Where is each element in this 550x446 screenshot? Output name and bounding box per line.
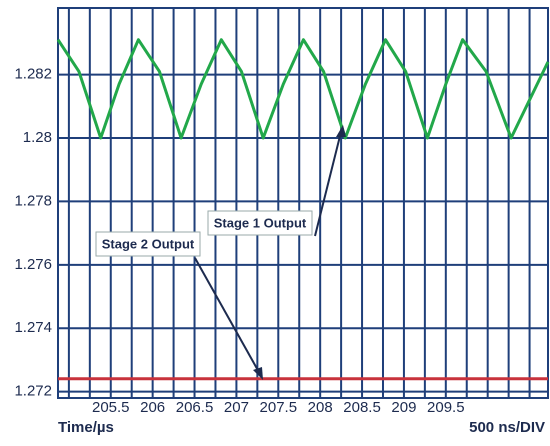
y-tick-label: 1.28 [23, 129, 52, 146]
scale-note: 500 ns/DIV [469, 419, 545, 436]
annotation-arrow [314, 131, 342, 237]
x-axis-title: Time/µs [58, 419, 114, 436]
x-tick-label: 209.5 [427, 399, 465, 416]
y-tick-label: 1.276 [14, 256, 52, 273]
arrow-head [336, 125, 346, 137]
x-tick-label: 207 [224, 399, 249, 416]
x-tick-label: 208.5 [343, 399, 381, 416]
y-tick-label: 1.282 [14, 66, 52, 83]
x-tick-label: 207.5 [260, 399, 298, 416]
x-tick-label: 208 [308, 399, 333, 416]
annotation-arrow [194, 257, 261, 375]
y-tick-label: 1.274 [14, 319, 52, 336]
x-tick-label: 206 [140, 399, 165, 416]
series-line [56, 38, 550, 140]
x-tick-label: 209 [391, 399, 416, 416]
x-tick-label: 206.5 [176, 399, 214, 416]
y-tick-label: 1.272 [14, 383, 52, 400]
annotation: Stage 2 Output [102, 236, 195, 251]
annotation: Stage 1 Output [214, 215, 307, 230]
annotation-box [95, 231, 201, 257]
annotation-box [207, 210, 313, 236]
arrow-head [253, 367, 263, 380]
y-tick-label: 1.278 [14, 192, 52, 209]
x-tick-label: 205.5 [92, 399, 130, 416]
